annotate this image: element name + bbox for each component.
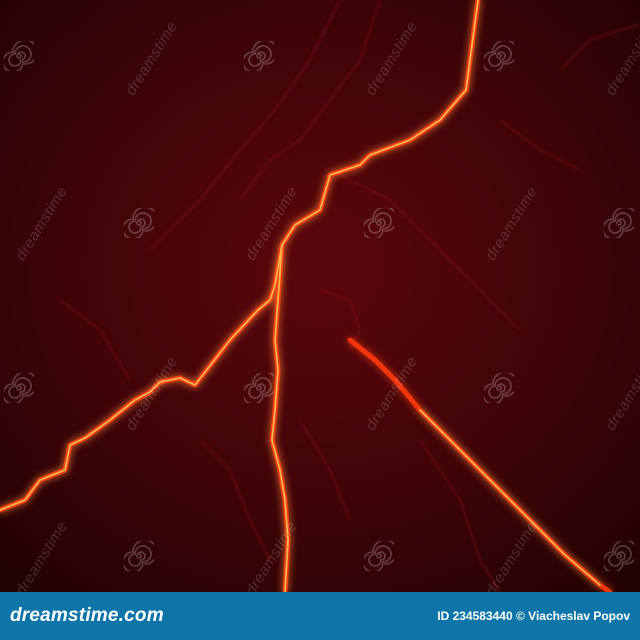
photo-background (0, 0, 640, 592)
faint-cracks (59, 0, 640, 592)
footer-credit: ID 234583440 © Viacheslav Popov (437, 609, 630, 623)
main-crack-glow (0, 0, 613, 592)
footer-bar: dreamstime.com ID 234583440 © Viacheslav… (0, 592, 640, 640)
lightning-crack-photo (0, 0, 640, 592)
footer-logo[interactable]: dreamstime.com (10, 605, 164, 626)
